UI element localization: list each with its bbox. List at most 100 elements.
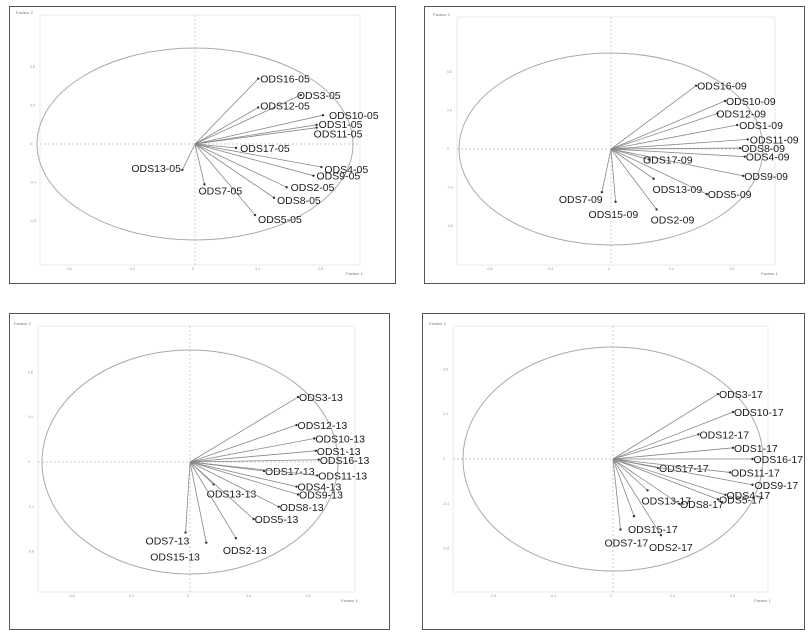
vector-label: ODS2-09 <box>651 214 695 226</box>
vector-label: ODS7-13 <box>146 536 190 548</box>
vector-tip <box>746 138 749 141</box>
y-tick-label: -0.8 <box>443 547 449 551</box>
vector-label: ODS11-09 <box>750 134 799 146</box>
vector-line <box>612 458 719 500</box>
vector-tip <box>724 493 727 497</box>
x-tick-label: 0.8 <box>318 267 323 271</box>
y-axis-title: Facteur 2 <box>433 12 451 17</box>
vector-tip <box>314 449 317 452</box>
vector-tip <box>313 437 316 440</box>
vector-label: ODS4-09 <box>746 152 790 164</box>
vector-tip <box>320 165 323 169</box>
vector-tip <box>315 123 318 127</box>
vector-line <box>610 148 745 158</box>
vector-label: ODS1-09 <box>739 120 783 132</box>
vector-tip <box>299 93 303 97</box>
vector-line <box>189 459 319 463</box>
vector-line <box>610 139 748 150</box>
x-axis-title: Facteur 1 <box>761 271 779 276</box>
x-tick-label: 0.8 <box>305 594 310 598</box>
vector-line <box>610 113 718 150</box>
vector-tip <box>742 174 745 178</box>
x-tick-label: 0.8 <box>730 267 735 271</box>
vector-line <box>612 458 680 505</box>
vector-label: ODS16-05 <box>260 74 310 86</box>
vector-label: ODS7-17 <box>605 538 649 550</box>
x-tick-label: -0.8 <box>69 594 75 598</box>
vector-tip <box>632 514 636 518</box>
correlation-circle-13: Facteur 1 Facteur 2 -0.8 -0.4 0 0.4 0.8 0.8 0.4 0… <box>14 321 370 603</box>
x-tick-label: 0 <box>192 267 194 271</box>
vector-line <box>612 458 635 517</box>
y-tick-label: 0.4 <box>28 415 33 419</box>
y-tick-label: -0.8 <box>28 550 34 554</box>
vector-tip <box>234 536 238 540</box>
vector-tip <box>205 541 208 544</box>
x-tick-label: -0.8 <box>486 267 492 271</box>
y-tick-label: 0 <box>30 142 32 146</box>
vector-label: ODS12-09 <box>716 108 766 120</box>
vector-label: ODS11-13 <box>318 470 367 482</box>
vector-tip <box>600 191 604 194</box>
vector-label: ODS2-13 <box>223 545 267 557</box>
correlation-circle <box>41 349 339 575</box>
y-tick-label: -0.8 <box>447 224 453 228</box>
vector-line <box>610 148 616 202</box>
chart-panel-13: Facteur 1 Facteur 2 -0.8 -0.4 0 0.4 0.8 0.8 0.4 0… <box>9 313 390 630</box>
x-tick-label: 0.4 <box>255 267 260 271</box>
vector-label: ODS3-17 <box>719 389 763 401</box>
vector-label: ODS13-05 <box>131 163 181 175</box>
vector-label: ODS1-17 <box>734 443 778 455</box>
y-tick-label: -0.4 <box>443 502 449 506</box>
x-tick-label: 0 <box>187 594 189 598</box>
y-tick-label: 0 <box>28 460 30 464</box>
vector-tip <box>203 183 206 186</box>
vector-line <box>189 461 297 488</box>
vector-label: ODS8-13 <box>280 502 324 514</box>
vector-tip <box>647 158 651 161</box>
chart-panel-09: Facteur 1 Facteur 2 -0.8 -0.4 0 0.4 0.8 0.8 0.4 0… <box>424 6 805 284</box>
vector-label: ODS15-17 <box>628 524 678 536</box>
vector-tip <box>181 168 184 172</box>
vector-line <box>610 124 738 150</box>
vector-tip <box>697 433 700 436</box>
vector-tip <box>316 474 319 477</box>
x-tick-label: 0.8 <box>730 594 735 598</box>
vector-tip <box>262 469 266 473</box>
x-tick-label: -0.8 <box>66 267 72 271</box>
vector-tip <box>705 192 708 196</box>
vector-line <box>189 461 318 476</box>
vector-line <box>612 458 726 496</box>
vector-tip <box>272 196 276 199</box>
vector-label: ODS7-05 <box>198 185 242 197</box>
vector-line <box>194 143 322 168</box>
y-tick-label: 0.8 <box>30 65 35 69</box>
y-tick-label: -0.8 <box>30 219 36 223</box>
vector-line <box>610 148 657 210</box>
x-tick-label: 0 <box>608 267 610 271</box>
vector-line <box>610 148 654 180</box>
vector-tip <box>694 84 698 87</box>
vector-label: ODS2-17 <box>649 542 693 554</box>
vector-line <box>189 461 207 543</box>
vector-tip <box>728 471 732 474</box>
y-axis-title: Facteur 2 <box>14 321 32 326</box>
vector-label: ODS13-13 <box>207 488 257 500</box>
vector-label: ODS10-09 <box>726 96 776 108</box>
vector-tip <box>285 186 288 189</box>
vector-line <box>610 147 741 150</box>
x-tick-label: 0.4 <box>669 267 674 271</box>
vector-tip <box>646 489 649 492</box>
vector-line <box>194 143 256 216</box>
vector-label: ODS12-13 <box>298 420 348 432</box>
vector-label: ODS4-13 <box>298 482 342 494</box>
vector-label: ODS5-09 <box>708 189 752 201</box>
vector-tip <box>735 123 739 127</box>
vector-line <box>610 85 697 150</box>
y-tick-label: 0.8 <box>447 70 452 74</box>
y-axis-title: Facteur 2 <box>16 10 34 15</box>
vector-line <box>612 458 648 491</box>
vector-tip <box>252 517 255 521</box>
vector-tip <box>731 410 735 414</box>
vector-line <box>189 396 299 463</box>
